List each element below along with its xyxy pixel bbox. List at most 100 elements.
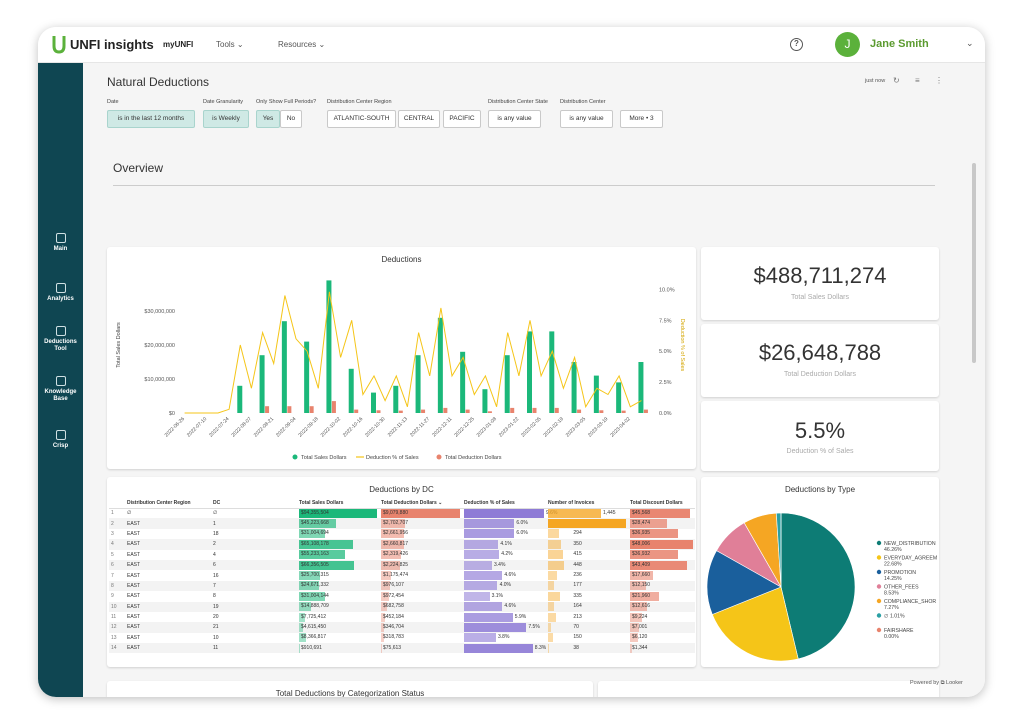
column-header[interactable]: Total Deduction Dollars ⌄ xyxy=(379,499,462,509)
bar-sales[interactable] xyxy=(259,355,265,413)
refresh-icon[interactable]: ↻ xyxy=(893,76,900,85)
column-header[interactable]: Total Discount Dollars xyxy=(628,499,695,509)
bar-deduction[interactable] xyxy=(287,406,292,413)
scrollbar[interactable] xyxy=(972,163,976,363)
bar-sales[interactable] xyxy=(593,375,599,413)
bar-deduction[interactable] xyxy=(621,410,626,413)
bar-sales[interactable] xyxy=(504,355,510,413)
bar-sales[interactable] xyxy=(326,280,332,413)
bar-deduction[interactable] xyxy=(354,409,359,413)
table-row[interactable]: 3 EAST 18 $31,004,694 $2,661,956 6.0% 294 $36,9… xyxy=(109,529,695,539)
bar-sales[interactable] xyxy=(638,362,644,413)
bar-sales[interactable] xyxy=(549,331,555,413)
legend-label[interactable]: EVERYDAY_AGREEM xyxy=(884,556,937,562)
legend-label[interactable]: Total Sales Dollars xyxy=(301,455,347,461)
table-row[interactable]: 2 EAST 1 $45,223,668 $2,702,707 6.0% 2,140$28,… xyxy=(109,518,695,529)
filter-region-pacific[interactable]: PACIFIC xyxy=(443,110,481,128)
bar-deduction[interactable] xyxy=(331,401,336,413)
filter-state[interactable]: is any value xyxy=(488,110,541,128)
sidebar-item-main[interactable]: Main xyxy=(38,233,83,253)
table-row[interactable]: 13 EAST 10 $8,366,817 $318,783 3.8% 150 $6,120 xyxy=(109,633,695,643)
bar-deduction[interactable] xyxy=(465,409,470,413)
bar-deduction[interactable] xyxy=(443,407,448,413)
table-row[interactable]: 9 EAST 8 $31,004,144 $972,454 3.1% 335 $21,960 xyxy=(109,591,695,601)
user-name[interactable]: Jane Smith xyxy=(870,38,929,50)
filter-center[interactable]: is any value xyxy=(560,110,613,128)
nav-myunfi[interactable]: myUNFI xyxy=(163,40,194,49)
logo[interactable]: UNFI insights xyxy=(52,34,154,54)
line-deduction-pct[interactable] xyxy=(184,291,642,414)
bar-deduction[interactable] xyxy=(487,411,492,413)
bar-deduction[interactable] xyxy=(309,406,314,413)
legend-label[interactable]: COMPLIANCE_SHOR xyxy=(884,599,936,605)
table-row[interactable]: 6 EAST 6 $66,356,505 $2,224,825 3.4% 448 $43,40… xyxy=(109,559,695,571)
bar-sales[interactable] xyxy=(281,321,287,413)
filter-granularity[interactable]: is Weekly xyxy=(203,110,249,128)
filter-yes-button[interactable]: Yes xyxy=(256,110,280,128)
nav-resources[interactable]: Resources ⌄ xyxy=(278,40,325,49)
bar-deduction[interactable] xyxy=(421,409,426,413)
bar-sales[interactable] xyxy=(571,362,577,413)
sidebar-item-analytics[interactable]: Analytics xyxy=(38,283,83,303)
filter-no-button[interactable]: No xyxy=(280,110,302,128)
column-header[interactable]: Total Sales Dollars xyxy=(297,499,379,509)
bar-deduction[interactable] xyxy=(577,409,582,413)
bar-deduction[interactable] xyxy=(265,406,270,413)
bar-sales[interactable] xyxy=(237,385,243,413)
column-header[interactable]: DC xyxy=(211,499,297,509)
bar-deduction[interactable] xyxy=(376,410,381,413)
table-row[interactable]: 7 EAST 16 $25,700,315 $1,175,474 4.6% 236 $17,6… xyxy=(109,570,695,581)
filter-date[interactable]: is in the last 12 months xyxy=(107,110,195,128)
table-row[interactable]: 4 EAST 2 $65,108,178 $2,660,817 4.1% 350 $48,00… xyxy=(109,539,695,550)
more-vert-icon[interactable]: ⋮ xyxy=(935,76,943,85)
bar-sales[interactable] xyxy=(304,341,310,413)
sidebar-item-crisp[interactable]: Crisp xyxy=(38,430,83,450)
bar-deduction[interactable] xyxy=(510,407,515,413)
column-header[interactable]: Number of Invoices xyxy=(546,499,628,509)
table-row[interactable]: 10 EAST 19 $14,888,709 $682,758 4.6% 164 $12,61… xyxy=(109,601,695,612)
pie-slice[interactable] xyxy=(711,586,799,662)
legend-label[interactable]: FAIRSHARE xyxy=(884,628,914,634)
legend-label[interactable]: Deduction % of Sales xyxy=(366,455,419,461)
table-row[interactable]: 8 EAST 7 $24,671,332 $976,107 4.0% 177 $12,150 xyxy=(109,580,695,592)
column-header[interactable]: Deduction % of Sales xyxy=(462,499,546,509)
table-row[interactable]: 11 EAST 20 $7,725,412 $452,184 5.9% 213 $9,224 xyxy=(109,612,695,622)
table-row[interactable]: 12 EAST 21 $4,615,450 $346,704 7.5% 70 $7,001 xyxy=(109,622,695,633)
bar-deduction[interactable] xyxy=(398,410,403,413)
sidebar-item-knowledge-base[interactable]: Knowledge Base xyxy=(38,376,83,403)
bar-deduction[interactable] xyxy=(554,407,559,413)
filter-region-atlantic-south[interactable]: ATLANTIC-SOUTH xyxy=(327,110,396,128)
bar-sales[interactable] xyxy=(460,351,466,413)
column-header[interactable] xyxy=(109,499,125,509)
legend-label[interactable]: OTHER_FEES xyxy=(884,585,919,591)
avatar[interactable]: J xyxy=(835,32,860,57)
bar-sales[interactable] xyxy=(393,385,399,413)
bar-sales[interactable] xyxy=(415,355,421,413)
bar-sales[interactable] xyxy=(616,382,622,413)
filter-region-central[interactable]: CENTRAL xyxy=(398,110,440,128)
bar-sales[interactable] xyxy=(371,392,376,413)
legend-label[interactable]: PROMOTION xyxy=(884,570,916,576)
bar-sales[interactable] xyxy=(527,331,532,413)
table-row[interactable]: 5 EAST 4 $55,233,163 $2,319,426 4.2% 415 $36,93… xyxy=(109,550,695,560)
legend-label[interactable]: ∅ 1.01% xyxy=(884,614,905,620)
bar-deduction[interactable] xyxy=(532,407,537,413)
table-row[interactable]: 14 EAST 11 $910,691 $75,613 8.3% 38 $1,344 xyxy=(109,643,695,654)
column-header[interactable]: Distribution Center Region xyxy=(125,499,211,509)
bar-sales[interactable] xyxy=(482,389,488,413)
bar-deduction[interactable] xyxy=(643,409,648,413)
help-icon[interactable]: ? xyxy=(790,38,803,51)
sidebar-item-deductions-tool[interactable]: Deductions Tool xyxy=(38,326,83,353)
legend-label[interactable]: NEW_DISTRIBUTION xyxy=(884,541,936,547)
pie-slice[interactable] xyxy=(706,550,782,615)
filter-icon[interactable]: ≡ xyxy=(915,76,920,85)
pie-slice[interactable] xyxy=(780,512,856,660)
legend-label[interactable]: Total Deduction Dollars xyxy=(445,455,502,461)
nav-tools[interactable]: Tools ⌄ xyxy=(216,40,244,49)
bar-deduction[interactable] xyxy=(599,410,604,413)
bar-sales[interactable] xyxy=(348,368,354,413)
chevron-down-icon[interactable]: ⌄ xyxy=(966,38,974,48)
filter-more-button[interactable]: More • 3 xyxy=(620,110,663,128)
table-row[interactable]: 1 ∅ ∅ $94,355,504 $9,079,880 9.6% 1,445 $45,568 xyxy=(109,508,695,518)
bar-sales[interactable] xyxy=(437,317,443,413)
